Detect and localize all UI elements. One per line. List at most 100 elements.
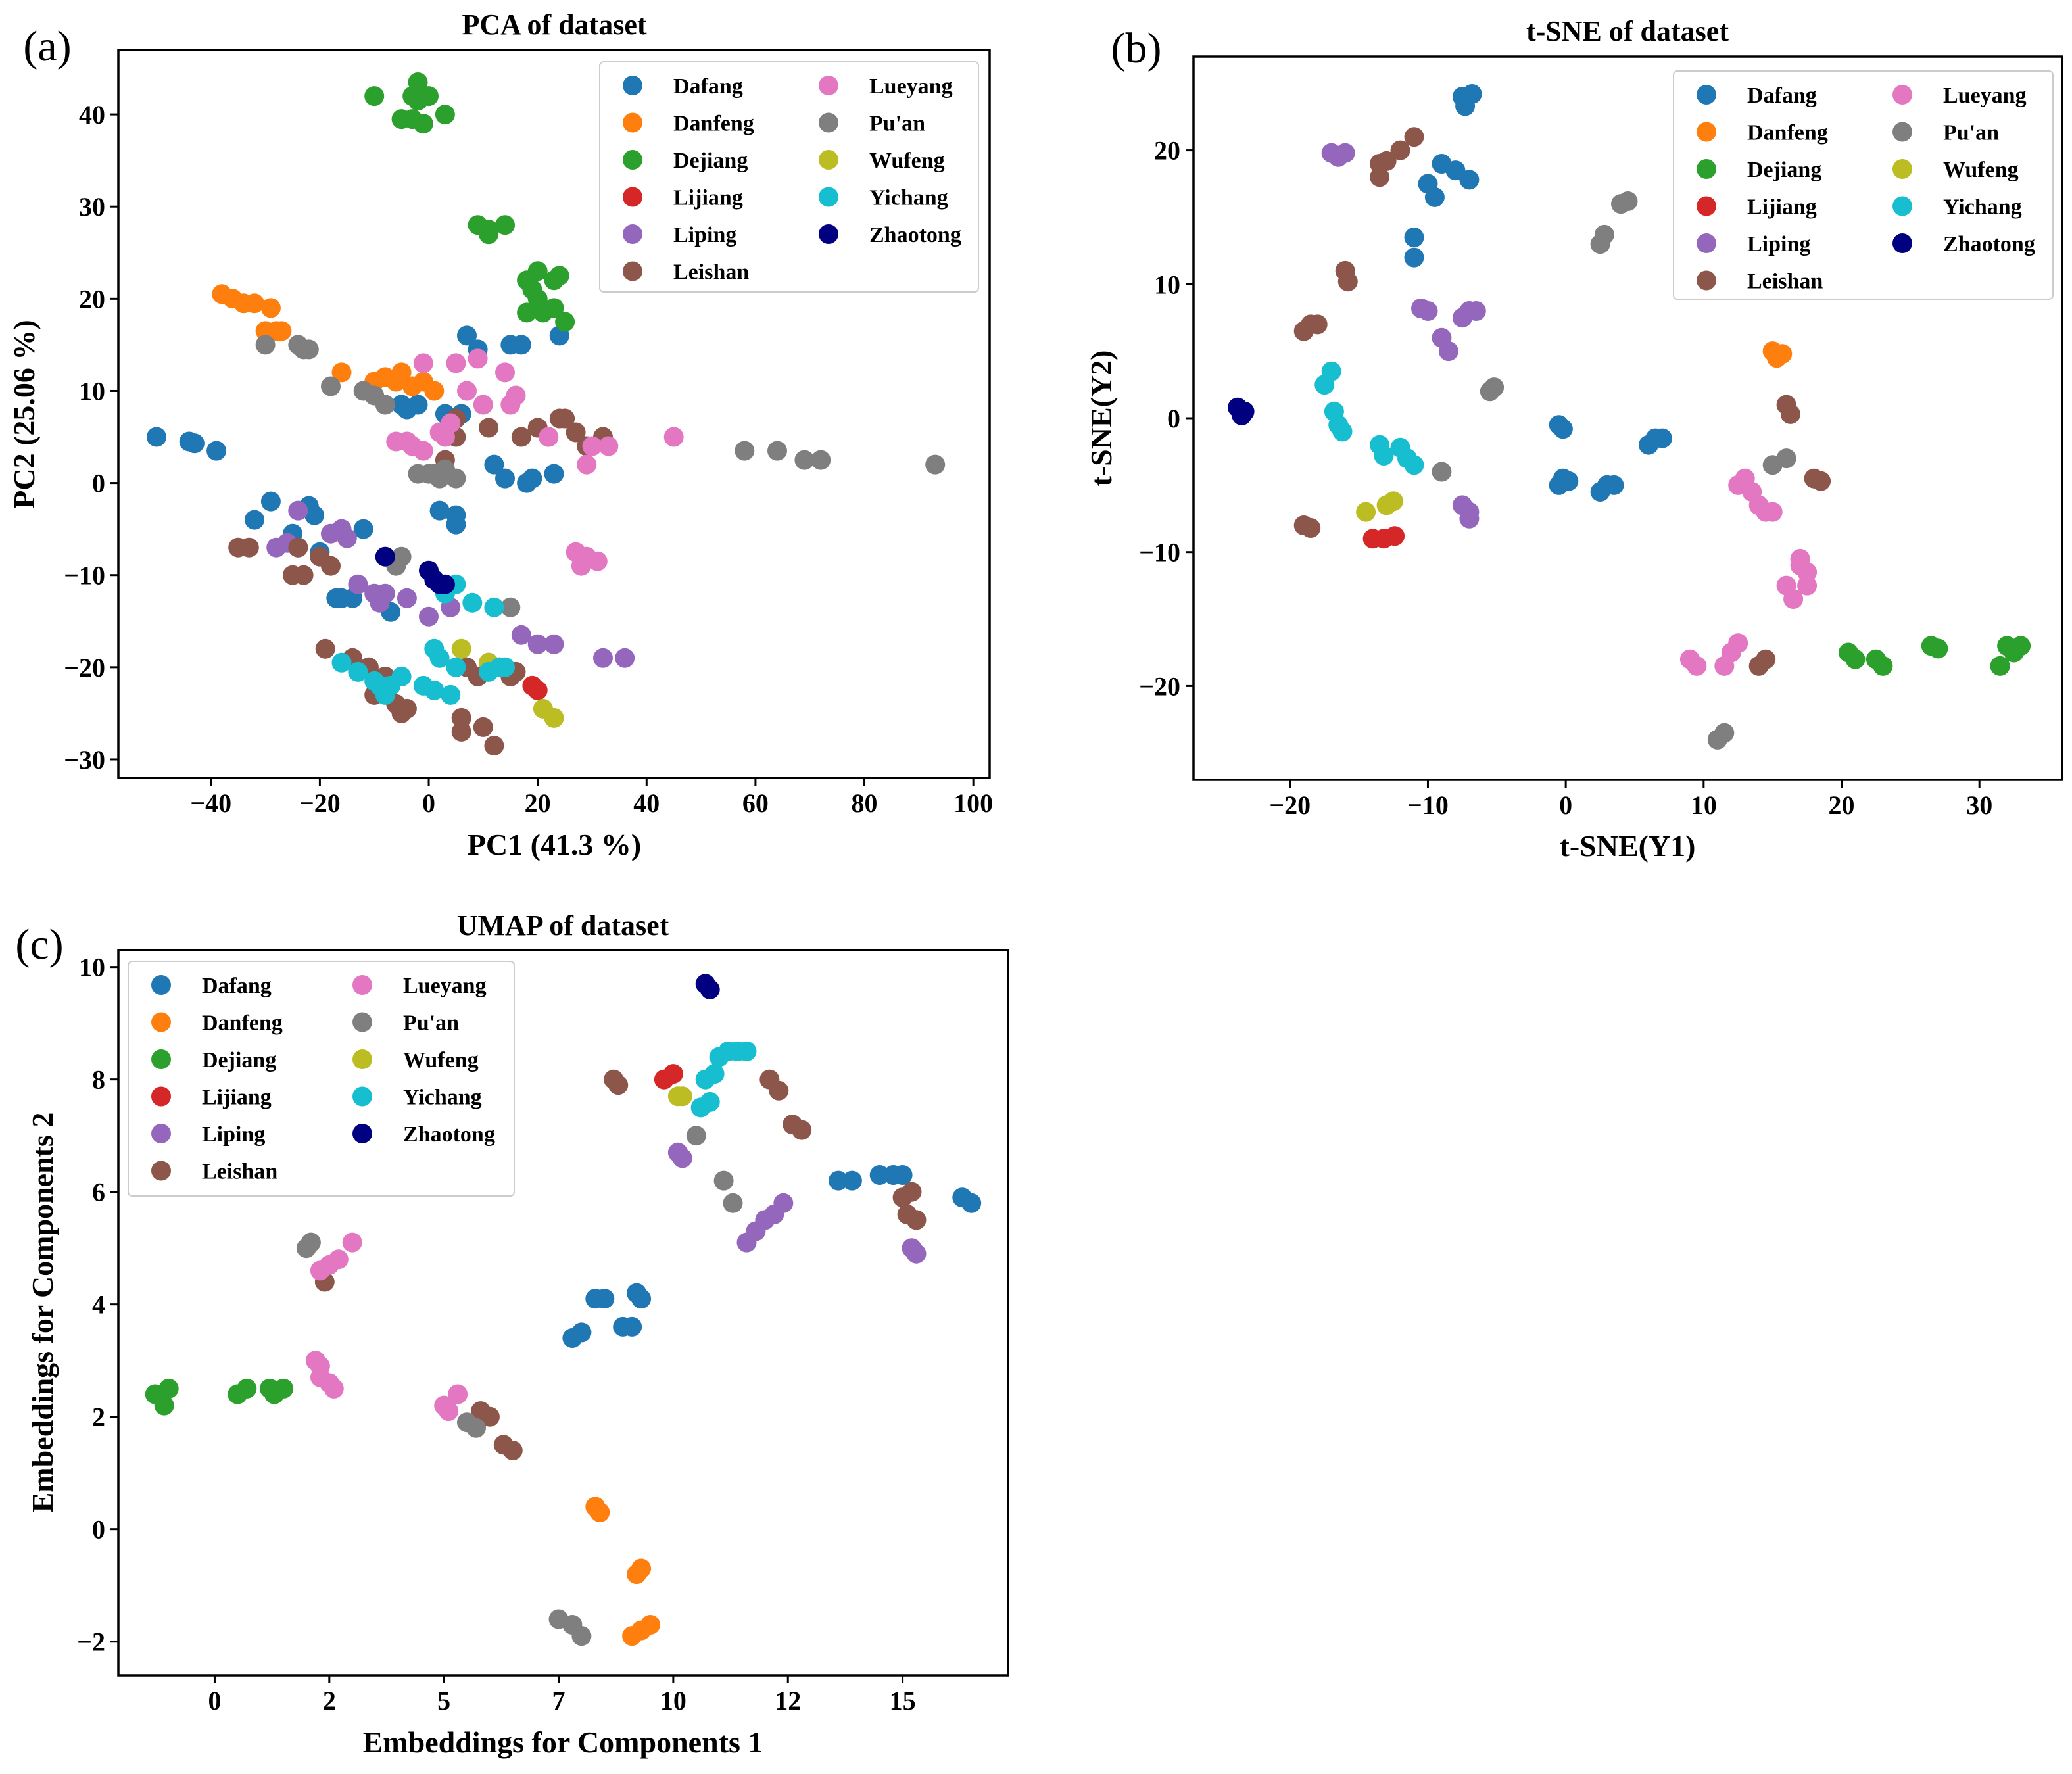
legend-marker-wufeng <box>819 150 838 170</box>
point-puan <box>1618 191 1638 211</box>
point-dejiang <box>495 215 515 235</box>
point-liping <box>288 500 308 521</box>
point-wufeng <box>1356 502 1376 522</box>
point-puan <box>794 450 815 470</box>
point-leishan <box>1307 314 1328 335</box>
point-lueyang <box>1797 575 1818 596</box>
point-leishan <box>321 556 341 576</box>
point-wufeng <box>544 707 564 728</box>
pca-chart: PCA of dataset(a)−40 −20 0 20 40 60 80 100−30−2… <box>7 9 993 861</box>
point-yichang <box>1374 446 1394 466</box>
umap-legend: Dafang Danfeng Dejiang Lijiang Liping Leishan… <box>128 961 515 1197</box>
umap-xtick-label: 0 <box>208 1686 221 1715</box>
pca-points <box>147 72 946 755</box>
legend-marker-lijiang <box>151 1086 171 1107</box>
legend-label-lueyang: Lueyang <box>1943 84 2027 108</box>
point-zhaotong <box>375 546 395 567</box>
point-puan <box>925 454 946 475</box>
point-dafang <box>184 433 205 454</box>
pca-ylabel: PC2 (25.06 %) <box>7 320 41 508</box>
legend-label-yichang: Yichang <box>1943 195 2022 220</box>
point-liping <box>1438 341 1458 362</box>
point-leishan <box>1370 167 1390 187</box>
point-leishan <box>484 736 504 755</box>
point-dejiang <box>527 261 548 281</box>
point-lueyang <box>324 1378 344 1399</box>
legend-label-danfeng: Danfeng <box>1747 121 1828 145</box>
tsne-xtick-label: −20 <box>1269 790 1311 820</box>
pca-xtick-label: 100 <box>953 788 993 818</box>
legend-label-leishan: Leishan <box>673 260 749 285</box>
pca-panel-label: (a) <box>23 22 71 70</box>
point-dafang <box>260 491 281 512</box>
legend-marker-danfeng <box>623 112 642 133</box>
tsne-ytick-label: 20 <box>1154 136 1180 166</box>
legend-label-liping: Liping <box>673 223 736 247</box>
point-dejiang <box>1845 649 1866 669</box>
pca-ytick-label: −30 <box>64 745 105 775</box>
point-lueyang <box>473 395 493 415</box>
tsne-legend: Dafang Danfeng Dejiang Lijiang Liping Leishan… <box>1673 70 2054 300</box>
point-lijiang <box>527 680 548 700</box>
point-liping <box>419 606 439 627</box>
point-wufeng <box>672 1086 692 1107</box>
legend-label-liping: Liping <box>1747 232 1810 256</box>
point-dejiang <box>237 1378 257 1399</box>
point-dafang <box>511 335 531 355</box>
point-leishan <box>397 698 417 719</box>
legend-marker-liping <box>1697 233 1716 253</box>
point-yichang <box>391 666 412 686</box>
umap-ylabel: Embeddings for Components 2 <box>26 1113 59 1513</box>
umap-panel-label: (c) <box>15 921 63 969</box>
point-puan <box>735 441 755 461</box>
umap-legend-box <box>128 961 515 1197</box>
point-yichang <box>331 652 352 673</box>
point-dafang <box>829 1170 848 1191</box>
legend-label-dafang: Dafang <box>673 74 743 99</box>
point-leishan <box>1780 404 1800 424</box>
point-lueyang <box>598 436 619 456</box>
tsne-chart: t-SNE of dataset (b) −20 −10 0 10 20 30 −20 −10 0 1… <box>1084 15 2063 863</box>
tsne-ytick-label: 0 <box>1167 404 1180 433</box>
legend-label-dafang: Dafang <box>202 974 272 998</box>
legend-label-zhaotong: Zhaotong <box>403 1122 495 1147</box>
point-dejiang <box>479 224 499 245</box>
umap-xtick-label: 12 <box>775 1686 801 1715</box>
umap-ytick-label: 8 <box>92 1065 105 1095</box>
point-leishan <box>293 565 314 585</box>
legend-label-dejiang: Dejiang <box>1747 158 1821 182</box>
point-lueyang <box>1783 589 1804 609</box>
point-lueyang <box>582 436 602 456</box>
point-dafang <box>869 1165 890 1185</box>
point-puan <box>321 376 341 396</box>
point-yichang <box>429 648 450 668</box>
point-dejiang <box>2011 636 2031 656</box>
point-puan <box>1432 462 1452 482</box>
point-danfeng <box>1772 344 1793 364</box>
point-lueyang <box>457 381 477 401</box>
point-yichang <box>484 597 504 617</box>
point-puan <box>1714 723 1735 743</box>
legend-label-lijiang: Lijiang <box>202 1086 272 1110</box>
point-liping <box>593 648 613 668</box>
pca-ytick-label: 40 <box>79 100 105 130</box>
point-leishan <box>479 1406 500 1427</box>
legend-label-lijiang: Lijiang <box>673 186 743 210</box>
legend-label-danfeng: Danfeng <box>673 112 754 136</box>
point-dafang <box>446 514 466 535</box>
umap-chart: UMAP of dataset (c) 0 2 5 7 10 12 15 −2 0 2 4 6 8 10 Emb… <box>15 909 1009 1759</box>
point-yichang <box>1332 421 1353 442</box>
legend-marker-zhaotong <box>1892 233 1912 253</box>
legend-marker-dafang <box>623 76 642 95</box>
point-liping <box>544 634 564 654</box>
point-dafang <box>1424 187 1445 207</box>
point-leishan <box>473 717 493 737</box>
point-yichang <box>1324 401 1344 421</box>
point-lijiang <box>1385 526 1405 546</box>
point-puan <box>446 468 466 489</box>
umap-xtick-label: 5 <box>437 1686 450 1715</box>
point-lueyang <box>1762 502 1783 522</box>
tsne-legend-box <box>1673 70 2054 300</box>
point-dafang <box>429 500 450 521</box>
point-puan <box>1484 377 1505 398</box>
